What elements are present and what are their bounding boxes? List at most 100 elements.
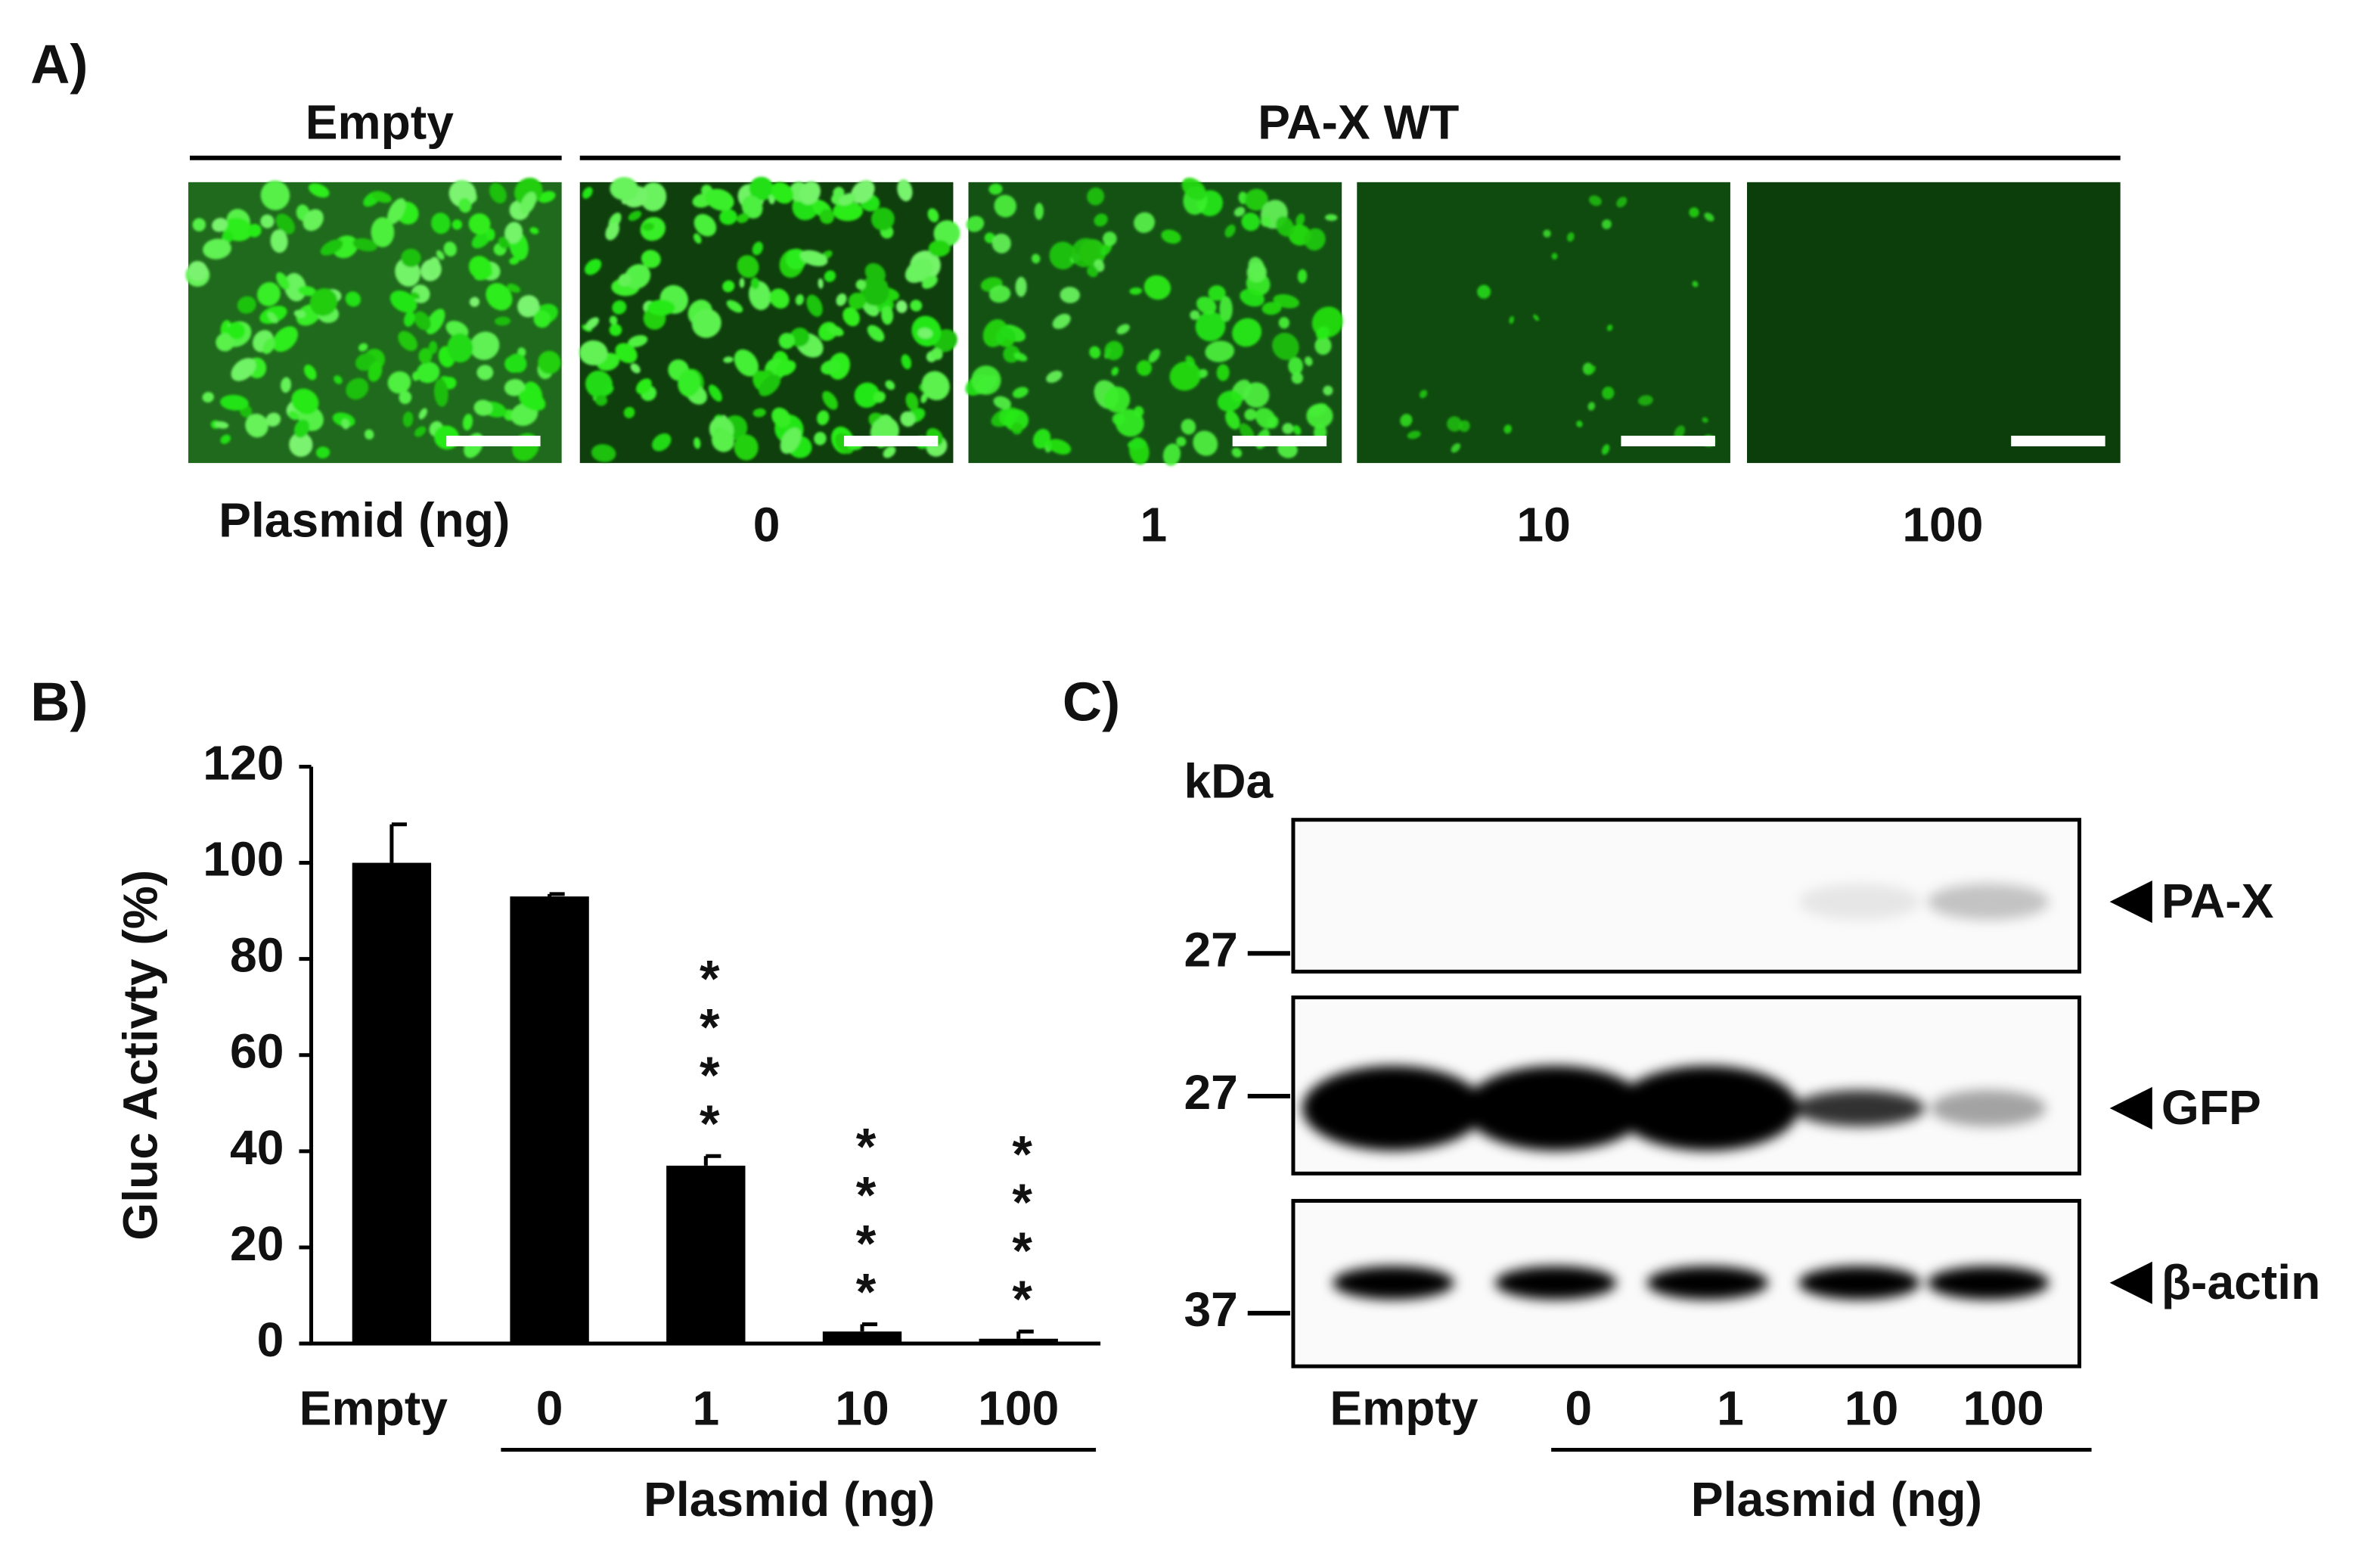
cell (389, 290, 417, 313)
cell (473, 399, 493, 416)
cell (928, 240, 951, 257)
cell (416, 362, 440, 384)
cell (462, 413, 473, 431)
target-label: PA-X (2161, 874, 2274, 928)
cell (585, 317, 600, 330)
blot-band (1927, 883, 2050, 921)
cell (346, 377, 369, 400)
cell (267, 312, 278, 324)
cell (1011, 422, 1023, 435)
cell (1216, 364, 1230, 381)
cell (414, 426, 427, 437)
bar (352, 862, 432, 1344)
cell (1162, 443, 1181, 466)
cell (994, 194, 1017, 218)
micrograph (579, 176, 960, 464)
cell (1046, 370, 1063, 384)
cell (431, 213, 451, 235)
cell (838, 193, 856, 206)
target-label: β-actin (2161, 1255, 2320, 1309)
cell (1477, 284, 1491, 299)
bar (666, 1165, 746, 1344)
cell (579, 340, 608, 366)
cell (1419, 390, 1428, 399)
error-bar (389, 822, 407, 863)
cell (602, 385, 614, 396)
blot: 27 PA-X (1184, 818, 2274, 977)
cell (628, 335, 648, 348)
cell (447, 333, 473, 363)
cell (993, 396, 1012, 409)
cell (623, 406, 635, 418)
cell (288, 410, 299, 421)
error-bar (548, 892, 565, 897)
cell (996, 327, 1016, 347)
y-axis-label: Gluc Activty (%) (113, 870, 168, 1241)
cell (905, 392, 919, 411)
cell (694, 437, 701, 449)
cell (281, 377, 292, 393)
marker-label: 27 (1184, 922, 1237, 977)
cell (1243, 382, 1270, 408)
cell (220, 434, 231, 444)
cell (873, 391, 886, 403)
cells (579, 176, 960, 462)
cell (905, 259, 932, 284)
cell (1255, 407, 1277, 429)
arrowhead (2109, 1261, 2152, 1304)
cell (276, 272, 290, 290)
cell (1543, 229, 1551, 238)
cell (520, 191, 537, 215)
lane-label: 1 (1717, 1381, 1744, 1435)
cell (1246, 262, 1267, 283)
cell (1129, 287, 1143, 295)
group-label: PA-X WT (1258, 95, 1459, 150)
cell (1296, 213, 1305, 227)
cell (1217, 390, 1243, 412)
x-tick-label: 0 (536, 1381, 563, 1435)
cell (771, 182, 794, 204)
cell (1297, 269, 1308, 284)
group-label: Empty (306, 95, 455, 150)
cell (694, 233, 702, 244)
cell (737, 213, 749, 223)
lane-label: 100 (1963, 1381, 2044, 1435)
cell (1240, 288, 1264, 307)
cell (1089, 346, 1101, 359)
cell (433, 378, 448, 407)
cell (1233, 207, 1246, 217)
cell (1111, 367, 1119, 376)
cell (203, 238, 231, 259)
cell (723, 356, 734, 363)
blot-band (1798, 1266, 1920, 1300)
group-label: Plasmid (ng) (1691, 1472, 1982, 1527)
cell (706, 188, 734, 211)
cell (618, 273, 631, 287)
marker-label: 27 (1184, 1065, 1237, 1120)
target-label: GFP (2161, 1080, 2261, 1135)
cell (647, 300, 675, 316)
cell (1586, 365, 1596, 375)
panel-label: B) (30, 672, 88, 732)
cell (470, 331, 500, 360)
cell (1689, 207, 1699, 218)
lane-label: 0 (753, 497, 780, 551)
cell (1533, 314, 1540, 321)
cell (591, 444, 616, 462)
cell (806, 294, 823, 317)
cell (694, 213, 717, 237)
cell (486, 283, 513, 311)
cell (842, 307, 860, 327)
cell (414, 311, 431, 331)
cell (334, 375, 343, 384)
cell (734, 434, 759, 461)
cell (691, 309, 721, 338)
blot-band (1798, 883, 1920, 921)
y-tick-label: 0 (257, 1312, 284, 1367)
lane-label: 0 (1565, 1381, 1592, 1435)
cell (518, 390, 546, 411)
marker-label: 37 (1184, 1282, 1237, 1337)
cell (247, 223, 262, 238)
cell (1047, 439, 1072, 455)
blot-band (1494, 1266, 1617, 1300)
